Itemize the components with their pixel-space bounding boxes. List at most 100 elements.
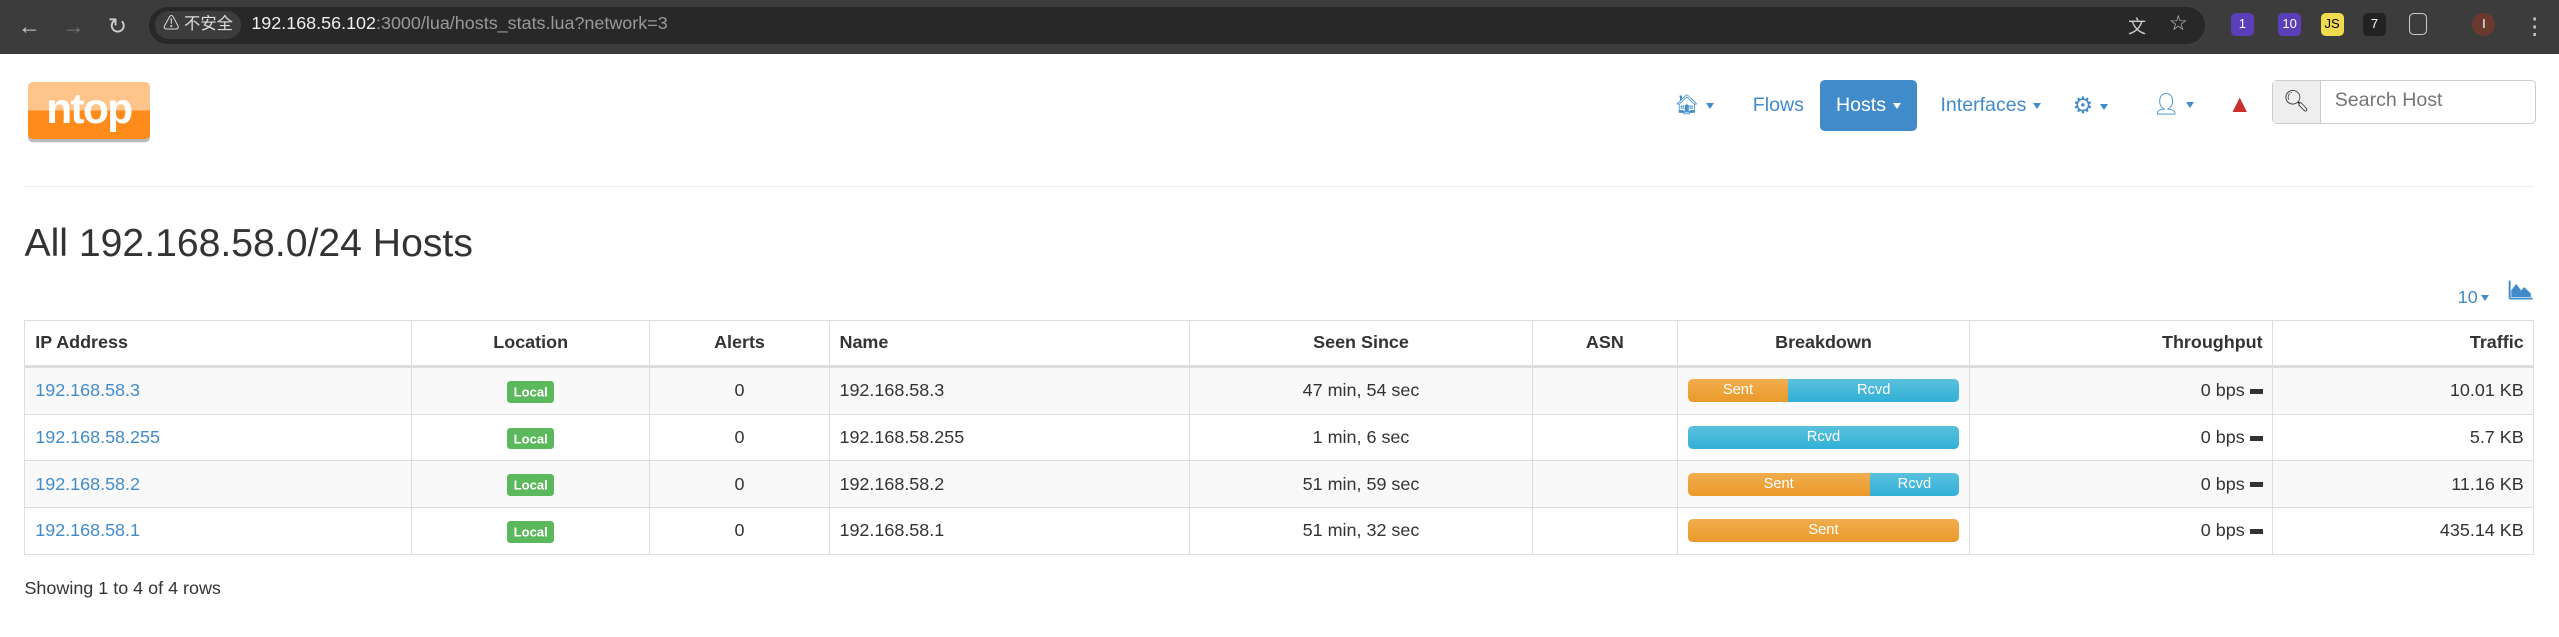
col-asn[interactable]: ASN (1531, 319, 1678, 368)
host-name: 192.168.58.2 (828, 460, 1191, 508)
breakdown-bar: Sent Rcvd (1687, 379, 1960, 403)
asn (1531, 365, 1678, 415)
host-ip-link[interactable]: 192.168.58.1 (35, 520, 140, 541)
rcvd-segment: Rcvd (1687, 426, 1960, 449)
traffic: 5.7 KB (2272, 413, 2535, 462)
area-chart-icon[interactable] (2508, 279, 2534, 300)
col-traffic[interactable]: Traffic (2272, 319, 2535, 368)
col-throughput[interactable]: Throughput (1968, 319, 2274, 368)
url-text: 192.168.56.102:3000/lua/hosts_stats.lua?… (251, 13, 668, 34)
forward-icon[interactable]: → (62, 13, 85, 40)
traffic: 10.01 KB (2272, 365, 2535, 415)
breakdown-cell: Sent (1676, 506, 1970, 555)
col-ip-address[interactable]: IP Address (24, 319, 413, 368)
alerts-warning-icon[interactable]: ▲ (2227, 90, 2252, 118)
traffic: 435.14 KB (2272, 506, 2535, 555)
asn (1531, 506, 1678, 555)
table-row: 192.168.58.1 Local 0 192.168.58.1 51 min… (24, 506, 2535, 555)
table-row: 192.168.58.3 Local 0 192.168.58.3 47 min… (24, 365, 2535, 415)
search-host: 🔍︎ (2271, 79, 2537, 125)
rcvd-segment: Rcvd (1869, 472, 1960, 496)
col-name[interactable]: Name (828, 319, 1191, 368)
throughput: 0 bps (1968, 365, 2274, 415)
trend-flat-icon (2249, 389, 2263, 394)
reload-icon[interactable]: ↻ (107, 13, 127, 40)
sent-segment: Sent (1687, 379, 1789, 403)
seen-since: 1 min, 6 sec (1189, 413, 1533, 462)
location-badge: Local (507, 521, 555, 543)
bookmark-star-icon[interactable]: ☆ (2168, 12, 2188, 36)
back-icon[interactable]: ← (17, 13, 41, 40)
extension-icon[interactable]: JS (2320, 13, 2344, 36)
breakdown-bar: Sent Rcvd (1687, 472, 1960, 496)
profile-avatar[interactable]: I (2472, 13, 2496, 36)
breakdown-cell: Sent Rcvd (1676, 365, 1970, 415)
flows-link[interactable]: Flows (1752, 93, 1804, 116)
user-menu[interactable]: 👤︎ (2152, 80, 2195, 131)
search-icon[interactable]: 🔍︎ (2272, 80, 2322, 124)
col-breakdown: Breakdown (1676, 319, 1970, 368)
table-header-row: IP Address Location Alerts Name Seen Sin… (24, 319, 2535, 368)
seen-since: 51 min, 32 sec (1189, 506, 1533, 555)
location-badge: Local (507, 381, 555, 403)
host-name: 192.168.58.3 (828, 365, 1191, 415)
extension-icon[interactable]: 1 (2230, 13, 2254, 36)
alerts-count: 0 (649, 506, 830, 555)
table-row: 192.168.58.255 Local 0 192.168.58.255 1 … (24, 413, 2535, 462)
translate-icon[interactable]: 文 (2128, 17, 2147, 38)
browser-toolbar: ← → ↻ ⚠ 不安全 192.168.56.102:3000/lua/host… (0, 0, 2559, 54)
home-icon: 🏠︎ (1674, 93, 1700, 116)
settings-menu[interactable]: ⚙ (2073, 80, 2108, 131)
home-menu[interactable]: 🏠︎ (1674, 80, 1714, 131)
alerts-count: 0 (649, 365, 830, 415)
security-indicator[interactable]: ⚠ 不安全 (155, 11, 242, 40)
user-icon: 👤︎ (2152, 92, 2180, 116)
alerts-count: 0 (649, 460, 830, 508)
extension-icon[interactable]: 10 (2278, 13, 2302, 36)
alerts-count: 0 (649, 413, 830, 462)
col-location[interactable]: Location (411, 319, 651, 368)
address-bar[interactable]: ⚠ 不安全 192.168.56.102:3000/lua/hosts_stat… (148, 6, 2205, 45)
rcvd-segment: Rcvd (1788, 379, 1960, 403)
breakdown-bar: Sent (1687, 519, 1960, 543)
breakdown-cell: Sent Rcvd (1676, 460, 1970, 508)
extension-icon[interactable]: 7 (2363, 13, 2386, 36)
extensions-puzzle-icon[interactable] (2408, 13, 2428, 35)
host-name: 192.168.58.1 (828, 506, 1191, 555)
location-badge: Local (507, 427, 555, 450)
pagination-info: Showing 1 to 4 of 4 rows (24, 577, 221, 598)
trend-flat-icon (2249, 435, 2263, 441)
throughput: 0 bps (1968, 460, 2274, 508)
sent-segment: Sent (1687, 519, 1960, 543)
divider (24, 186, 2535, 187)
host-ip-link[interactable]: 192.168.58.255 (35, 426, 160, 447)
search-host-input[interactable] (2331, 87, 2526, 114)
seen-since: 51 min, 59 sec (1189, 460, 1533, 508)
throughput: 0 bps (1968, 413, 2274, 462)
asn (1531, 460, 1678, 508)
ntop-logo[interactable]: ntop (27, 81, 151, 139)
host-ip-link[interactable]: 192.168.58.3 (35, 380, 140, 401)
throughput: 0 bps (1968, 506, 2274, 555)
hosts-table: IP Address Location Alerts Name Seen Sin… (24, 319, 2535, 555)
host-ip-link[interactable]: 192.168.58.2 (35, 473, 140, 494)
col-alerts[interactable]: Alerts (649, 319, 830, 368)
sent-segment: Sent (1687, 472, 1870, 496)
host-name: 192.168.58.255 (828, 413, 1191, 462)
trend-flat-icon (2249, 482, 2263, 488)
interfaces-menu[interactable]: Interfaces (1940, 80, 2041, 131)
location-badge: Local (507, 474, 555, 496)
hosts-menu[interactable]: Hosts (1819, 79, 1917, 131)
page-title: All 192.168.58.0/24 Hosts (24, 221, 473, 265)
rows-per-page-dropdown[interactable]: 10 (2458, 287, 2489, 308)
trend-flat-icon (2249, 529, 2263, 535)
gear-icon: ⚙ (2072, 91, 2094, 118)
traffic: 11.16 KB (2272, 460, 2535, 508)
breakdown-cell: Rcvd (1676, 413, 1970, 462)
seen-since: 47 min, 54 sec (1189, 365, 1533, 415)
breakdown-bar: Rcvd (1687, 426, 1960, 449)
menu-dots-icon[interactable]: ⋮ (2523, 13, 2546, 40)
col-seen-since[interactable]: Seen Since (1189, 319, 1533, 368)
asn (1531, 413, 1678, 462)
table-row: 192.168.58.2 Local 0 192.168.58.2 51 min… (24, 460, 2535, 508)
